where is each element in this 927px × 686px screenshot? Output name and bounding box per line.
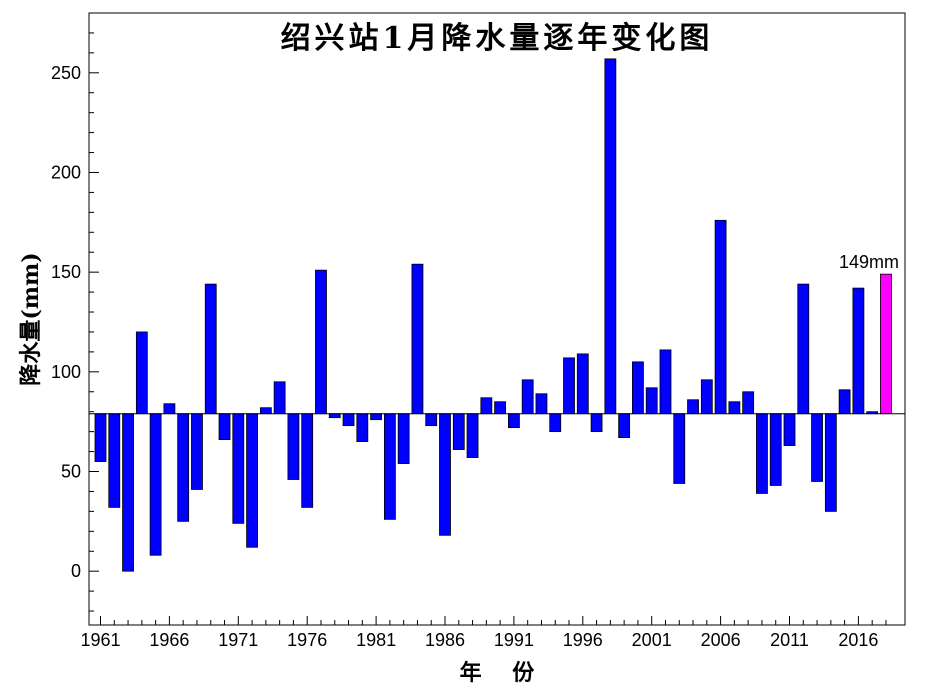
- bar-1993: [535, 393, 548, 415]
- bar-1987: [452, 413, 465, 450]
- bar-1995: [563, 357, 575, 415]
- bar-1984: [411, 263, 424, 415]
- bar-1980: [356, 413, 369, 443]
- bar-1966: [163, 403, 176, 415]
- bar-1985: [425, 413, 438, 427]
- bar-1979: [342, 413, 355, 427]
- bar-1973: [259, 407, 272, 415]
- x-tick-label: 1981: [356, 630, 396, 650]
- bar-2014: [824, 413, 837, 512]
- bar-1972: [246, 413, 258, 548]
- y-axis-title: 降水量(mm): [18, 252, 44, 385]
- highlight-data-label: 149mm: [839, 252, 899, 272]
- bar-2018: [880, 273, 892, 415]
- y-tick-label: 0: [71, 561, 81, 581]
- bar-1977: [315, 269, 327, 415]
- bar-1963: [122, 413, 134, 572]
- y-axis: 0 50 100 150 200 250: [51, 32, 99, 612]
- bar-1996: [576, 353, 589, 415]
- bar-2005: [700, 379, 713, 415]
- bar-2006: [714, 219, 727, 415]
- bar-2000: [632, 361, 644, 415]
- x-tick-label: 2011: [770, 630, 809, 650]
- bar-1990: [494, 401, 507, 415]
- y-tick-label: 50: [61, 462, 81, 482]
- x-tick-label: 1976: [287, 630, 327, 650]
- bar-1988: [466, 413, 479, 458]
- bar-1970: [218, 413, 231, 441]
- bar-1974: [273, 381, 286, 415]
- x-tick-label: 1966: [149, 630, 189, 650]
- bar-1989: [480, 397, 493, 415]
- bar-1991: [507, 413, 520, 429]
- bar-1969: [204, 283, 217, 415]
- bar-1999: [618, 413, 631, 439]
- bar-2010: [769, 413, 782, 486]
- bar-2001: [645, 387, 658, 415]
- bar-2012: [797, 283, 810, 415]
- chart-title: 绍兴站1月降水量逐年变化图: [281, 21, 714, 56]
- y-tick-label: 100: [51, 362, 81, 382]
- bar-1964: [135, 331, 148, 415]
- bar-2009: [756, 413, 768, 494]
- y-tick-label: 250: [51, 63, 81, 83]
- bar-1997: [590, 413, 603, 433]
- bar-1967: [177, 413, 190, 522]
- x-tick-label: 1986: [425, 630, 465, 650]
- x-axis-title: 年 份: [460, 660, 536, 686]
- bar-1981: [370, 413, 383, 421]
- x-tick-label: 2001: [632, 630, 672, 650]
- x-tick-label: 1961: [80, 630, 120, 650]
- x-tick-label: 2016: [838, 630, 878, 650]
- bar-2016: [852, 287, 865, 415]
- bar-1986: [439, 413, 451, 536]
- bar-2008: [742, 391, 755, 415]
- x-tick-label: 2006: [701, 630, 741, 650]
- bar-1971: [232, 413, 245, 524]
- bar-1976: [301, 413, 314, 508]
- y-tick-label: 150: [51, 262, 81, 282]
- bar-1965: [149, 413, 162, 556]
- x-tick-label: 1996: [563, 630, 603, 650]
- bar-1982: [383, 413, 396, 520]
- bar-1983: [397, 413, 410, 464]
- bar-2007: [728, 401, 741, 415]
- bar-1968: [191, 413, 203, 490]
- bar-1994: [549, 413, 562, 433]
- bar-2013: [811, 413, 823, 482]
- x-tick-label: 1991: [494, 630, 534, 650]
- plot-frame: [88, 12, 906, 626]
- y-tick-label: 200: [51, 162, 81, 182]
- bar-1962: [108, 413, 121, 508]
- bar-1961: [94, 413, 107, 462]
- x-tick-label: 1971: [218, 630, 258, 650]
- x-axis: 1961 1966 1971 1976 1981 1986 1991 1996 2001 2006…: [80, 616, 887, 650]
- bar-1992: [521, 379, 534, 415]
- bar-2011: [783, 413, 796, 446]
- bar-2003: [673, 413, 686, 484]
- bar-2002: [659, 349, 672, 415]
- bars-layer: [94, 58, 892, 572]
- bar-1975: [287, 413, 300, 480]
- bar-2004: [687, 399, 699, 415]
- bar-1978: [328, 413, 341, 419]
- bar-1998: [604, 58, 617, 415]
- bar-2015: [838, 389, 851, 415]
